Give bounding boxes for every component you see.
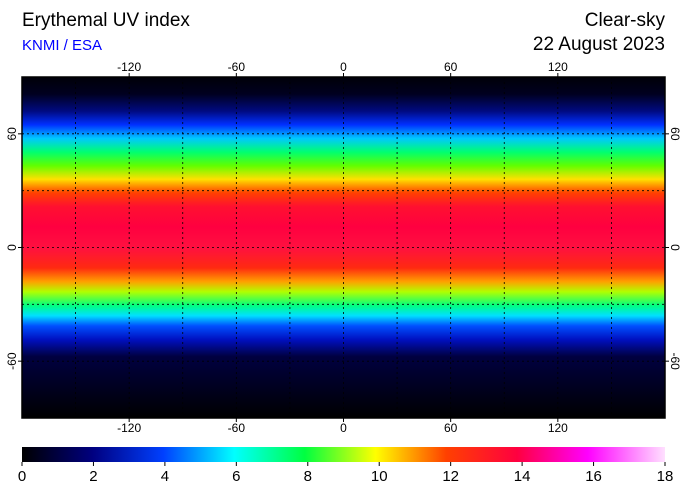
x-tick-label-bottom: 120: [548, 421, 568, 435]
x-tick-label-top: 60: [444, 60, 458, 74]
y-tick-label-right: -60: [668, 352, 682, 370]
date: 22 August 2023: [533, 34, 665, 55]
x-tick-label-bottom: 0: [340, 421, 347, 435]
colorbar-tick-label: 16: [585, 468, 602, 485]
y-tick-label-left: -60: [5, 352, 19, 370]
y-tick-label-left: 0: [5, 244, 19, 251]
colorbar-tick-label: 0: [18, 468, 26, 485]
x-tick-label-top: 120: [548, 60, 568, 74]
colorbar-tick-label: 10: [371, 468, 388, 485]
y-tick-label-right: 0: [668, 244, 682, 251]
x-tick-label-top: -120: [117, 60, 141, 74]
x-tick-label-top: -60: [228, 60, 246, 74]
colorbar-tick-label: 6: [232, 468, 240, 485]
annotations: -120 -120 -60 -60 0 0 60 60 120 120 -60 -60 0 0 60 60 0 2…: [5, 60, 682, 485]
colorbar: [22, 447, 665, 462]
colorbar-tick-label: 12: [442, 468, 459, 485]
map-frame: [21, 76, 666, 419]
condition: Clear-sky: [585, 10, 666, 31]
x-tick-label-top: 0: [340, 60, 347, 74]
y-tick-label-right: 60: [668, 127, 682, 141]
colorbar-tick-label: 18: [657, 468, 674, 485]
y-tick-label-left: 60: [5, 127, 19, 141]
colorbar-tick-label: 2: [89, 468, 97, 485]
x-tick-label-bottom: -120: [117, 421, 141, 435]
x-tick-label-bottom: -60: [228, 421, 246, 435]
colorbar-tick-label: 4: [161, 468, 169, 485]
colorbar-tick-label: 8: [304, 468, 312, 485]
source: KNMI / ESA: [22, 37, 102, 54]
colorbar-tick-label: 14: [514, 468, 531, 485]
title: Erythemal UV index: [22, 10, 190, 31]
x-tick-label-bottom: 60: [444, 421, 458, 435]
